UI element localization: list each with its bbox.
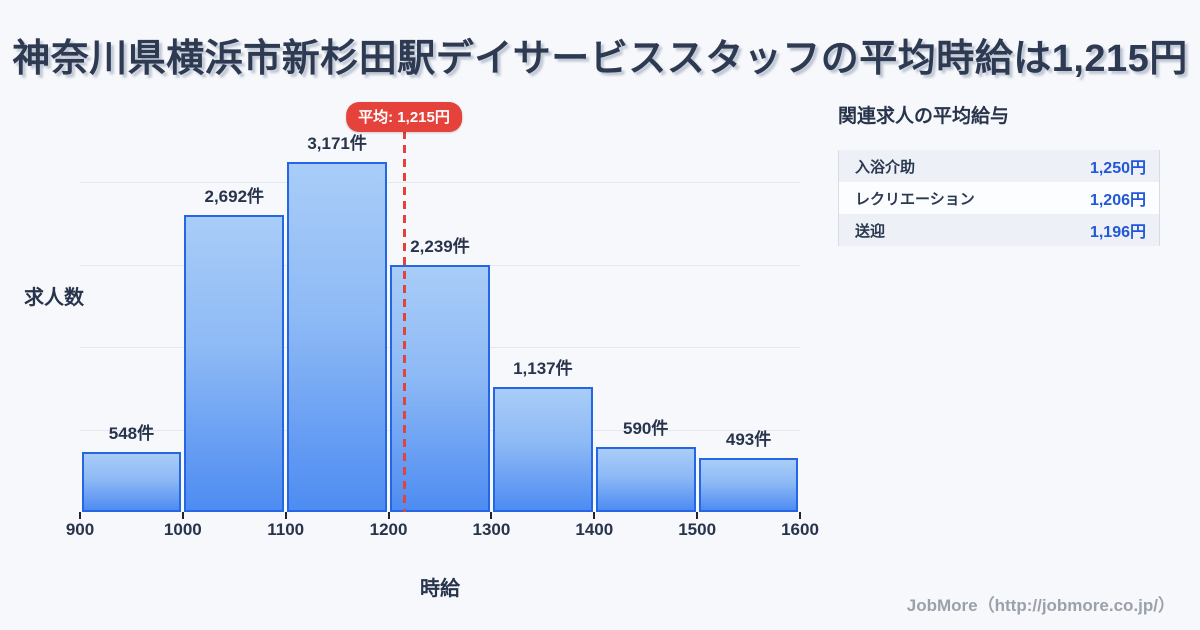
x-tick-label: 1000 — [163, 520, 202, 539]
histogram-bar — [81, 451, 182, 512]
x-tick-mark — [387, 512, 390, 519]
related-job-label: 入浴介助 — [855, 158, 916, 176]
related-job-label: 送迎 — [855, 222, 886, 240]
x-tick-label: 900 — [65, 520, 95, 539]
x-tick-mark — [799, 512, 801, 519]
bar-value-label: 2,239件 — [410, 236, 470, 256]
x-tick-label: 1100 — [267, 520, 305, 539]
related-job-row: レクリエーション 1,206円 — [839, 182, 1159, 214]
page-title: 神奈川県横浜市新杉田駅デイサービススタッフの平均時給は1,215円 — [12, 38, 1188, 80]
bar-value-label: 548件 — [108, 423, 155, 443]
histogram-plot: 平均: 1,215円 548件 2,692件 3,171件 2,239件 1,137件 5… — [66, 100, 819, 539]
x-tick-label: 1200 — [369, 520, 408, 539]
related-job-value: 1,250円 — [1089, 160, 1146, 177]
gridline — [80, 182, 800, 184]
related-job-label: レクリエーション — [855, 190, 975, 208]
x-tick-mark — [79, 512, 81, 519]
footer-credit: JobMore（http://jobmore.co.jp/） — [906, 596, 1175, 615]
x-tick-mark — [490, 512, 493, 519]
related-job-row: 入浴介助 1,250円 — [839, 150, 1159, 182]
x-tick-label: 1400 — [575, 520, 614, 539]
y-axis-label: 求人数 — [24, 287, 84, 309]
related-job-row: 送迎 1,196円 — [839, 214, 1159, 246]
bar-value-label: 1,137件 — [513, 358, 573, 378]
related-jobs-title: 関連求人の平均給与 — [838, 106, 1010, 127]
x-tick-label: 1300 — [472, 520, 511, 539]
x-tick-mark — [284, 512, 287, 519]
bar-value-label: 493件 — [725, 429, 772, 449]
bar-value-label: 2,692件 — [204, 186, 265, 206]
x-tick-mark — [181, 512, 184, 519]
histogram-bar — [287, 162, 388, 512]
bar-value-label: 3,171件 — [307, 134, 367, 153]
x-tick-label: 1500 — [678, 520, 717, 539]
bar-value-label: 590件 — [623, 418, 669, 438]
histogram-bar — [595, 446, 696, 512]
related-jobs-panel: 関連求人の平均給与 入浴介助 1,250円レクリエーション 1,206円送迎 1,19… — [838, 101, 1160, 246]
histogram-bar — [698, 457, 799, 512]
related-job-value: 1,206円 — [1089, 192, 1146, 209]
average-badge: 平均: 1,215円 — [346, 102, 462, 132]
x-tick-mark — [696, 512, 699, 519]
histogram-bar — [390, 264, 490, 512]
related-jobs-table: 入浴介助 1,250円レクリエーション 1,206円送迎 1,196円 — [838, 150, 1160, 246]
x-axis-label: 時給 — [420, 578, 460, 600]
x-tick-label: 1600 — [781, 520, 819, 539]
histogram-bar — [492, 386, 593, 512]
histogram-bar — [184, 214, 285, 512]
average-dashed-line — [402, 131, 406, 512]
related-job-value: 1,196円 — [1089, 224, 1146, 241]
x-tick-mark — [593, 512, 596, 519]
